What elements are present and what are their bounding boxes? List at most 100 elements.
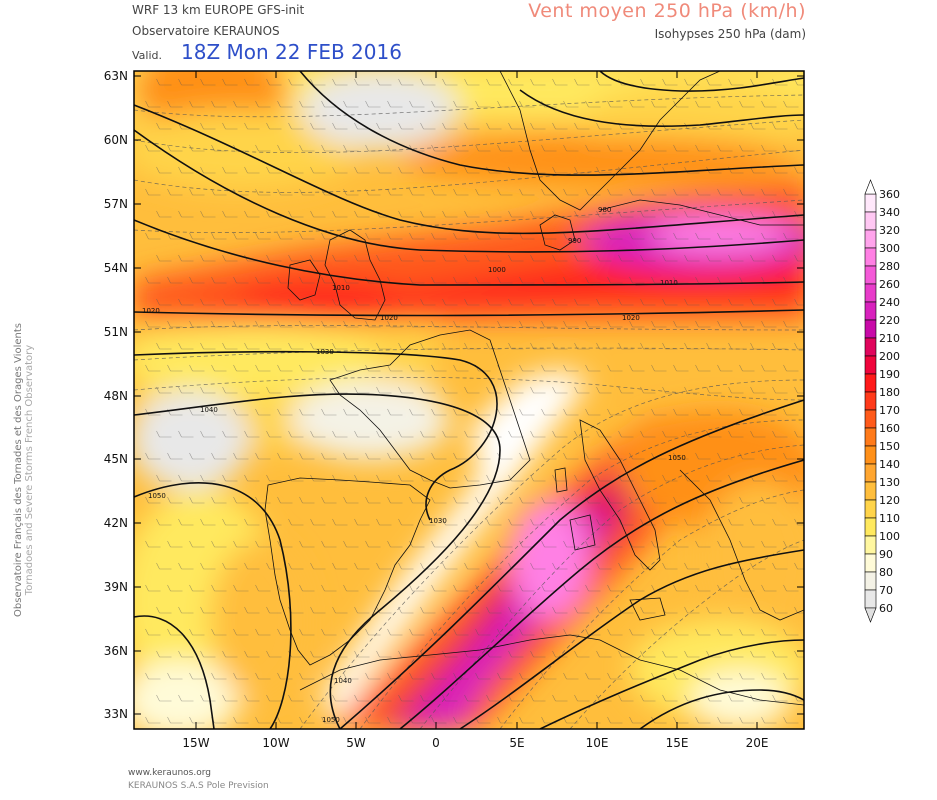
legend-label: 70	[879, 584, 893, 597]
wind-barb	[761, 320, 777, 328]
wind-barb	[453, 232, 469, 240]
wind-barb	[541, 628, 557, 636]
wind-barb	[244, 342, 260, 350]
wind-barb	[563, 584, 579, 592]
wind-barb	[728, 386, 744, 394]
wind-barb	[552, 606, 568, 614]
wind-barb	[530, 78, 546, 86]
wind-barb	[167, 320, 183, 328]
wind-barb	[717, 716, 733, 724]
wind-barb	[288, 210, 304, 218]
wind-barb	[167, 540, 183, 548]
wind-barb	[145, 452, 161, 460]
lat-label: 60N	[104, 133, 128, 147]
wind-barb	[145, 672, 161, 680]
wind-barb	[431, 320, 447, 328]
wind-barb	[189, 188, 205, 196]
wind-barb	[343, 540, 359, 548]
wind-barb	[431, 144, 447, 152]
wind-barb	[508, 122, 524, 130]
wind-barb	[519, 408, 535, 416]
wind-barb	[673, 672, 689, 680]
wind-barb	[783, 364, 799, 372]
wind-barb	[585, 716, 601, 724]
wind-barb	[332, 122, 348, 130]
wind-barb	[354, 342, 370, 350]
wind-barb	[299, 584, 315, 592]
wind-barb	[618, 650, 634, 658]
wind-barb	[387, 716, 403, 724]
legend-swatch	[864, 337, 877, 357]
wind-barb	[299, 628, 315, 636]
wind-barb	[200, 78, 216, 86]
wind-barb	[387, 364, 403, 372]
wind-barb	[255, 584, 271, 592]
wind-barb	[409, 584, 425, 592]
wind-barb	[596, 254, 612, 262]
valid-label: Valid.	[132, 49, 163, 62]
wind-barb	[365, 496, 381, 504]
wind-barb	[552, 166, 568, 174]
wind-barb	[321, 364, 337, 372]
legend-label: 280	[879, 260, 900, 273]
wind-barb	[222, 78, 238, 86]
isohypse-label: 1050	[668, 454, 686, 462]
wind-barb	[255, 320, 271, 328]
wind-barb	[629, 188, 645, 196]
wind-barb	[442, 210, 458, 218]
wind-barb	[156, 210, 172, 218]
wind-barb	[365, 672, 381, 680]
wind-barb	[761, 672, 777, 680]
wind-barb	[409, 628, 425, 636]
wind-barb	[178, 342, 194, 350]
wind-barb	[717, 320, 733, 328]
wind-barb	[409, 452, 425, 460]
wind-barb	[211, 276, 227, 284]
wind-barb	[398, 386, 414, 394]
wind-barb	[332, 386, 348, 394]
wind-barb	[728, 298, 744, 306]
legend-swatch	[864, 247, 877, 267]
wind-barb	[530, 166, 546, 174]
isohypse-lines	[134, 71, 804, 729]
wind-barb	[739, 540, 755, 548]
wind-barb	[453, 188, 469, 196]
wind-barb	[277, 452, 293, 460]
wind-barb	[585, 364, 601, 372]
wind-barb	[739, 584, 755, 592]
legend-swatch	[864, 517, 877, 537]
wind-barb	[497, 320, 513, 328]
wind-barb	[662, 430, 678, 438]
wind-barb	[354, 386, 370, 394]
wind-barb	[420, 254, 436, 262]
wind-barb	[156, 474, 172, 482]
legend-swatch	[864, 319, 877, 339]
wind-barb	[299, 100, 315, 108]
wind-barb	[288, 254, 304, 262]
wind-barb	[574, 606, 590, 614]
wind-barb	[695, 540, 711, 548]
wind-barb	[266, 430, 282, 438]
wind-barb	[596, 650, 612, 658]
wind-barb	[178, 650, 194, 658]
wind-barb	[354, 78, 370, 86]
wind-barb	[783, 320, 799, 328]
wind-barb	[530, 386, 546, 394]
wind-barb	[629, 584, 645, 592]
wind-barb	[354, 210, 370, 218]
wind-barb	[475, 540, 491, 548]
wind-barb	[574, 78, 590, 86]
wind-barb	[310, 562, 326, 570]
wind-barb	[475, 408, 491, 416]
wind-barb	[651, 408, 667, 416]
wind-barb	[288, 562, 304, 570]
wind-barb	[772, 518, 788, 526]
wind-barb	[244, 298, 260, 306]
wind-barb	[486, 342, 502, 350]
wind-barb	[321, 100, 337, 108]
wind-barb	[343, 628, 359, 636]
wind-barb	[684, 606, 700, 614]
wind-barb	[365, 408, 381, 416]
wind-barb	[376, 650, 392, 658]
wind-barb	[167, 276, 183, 284]
